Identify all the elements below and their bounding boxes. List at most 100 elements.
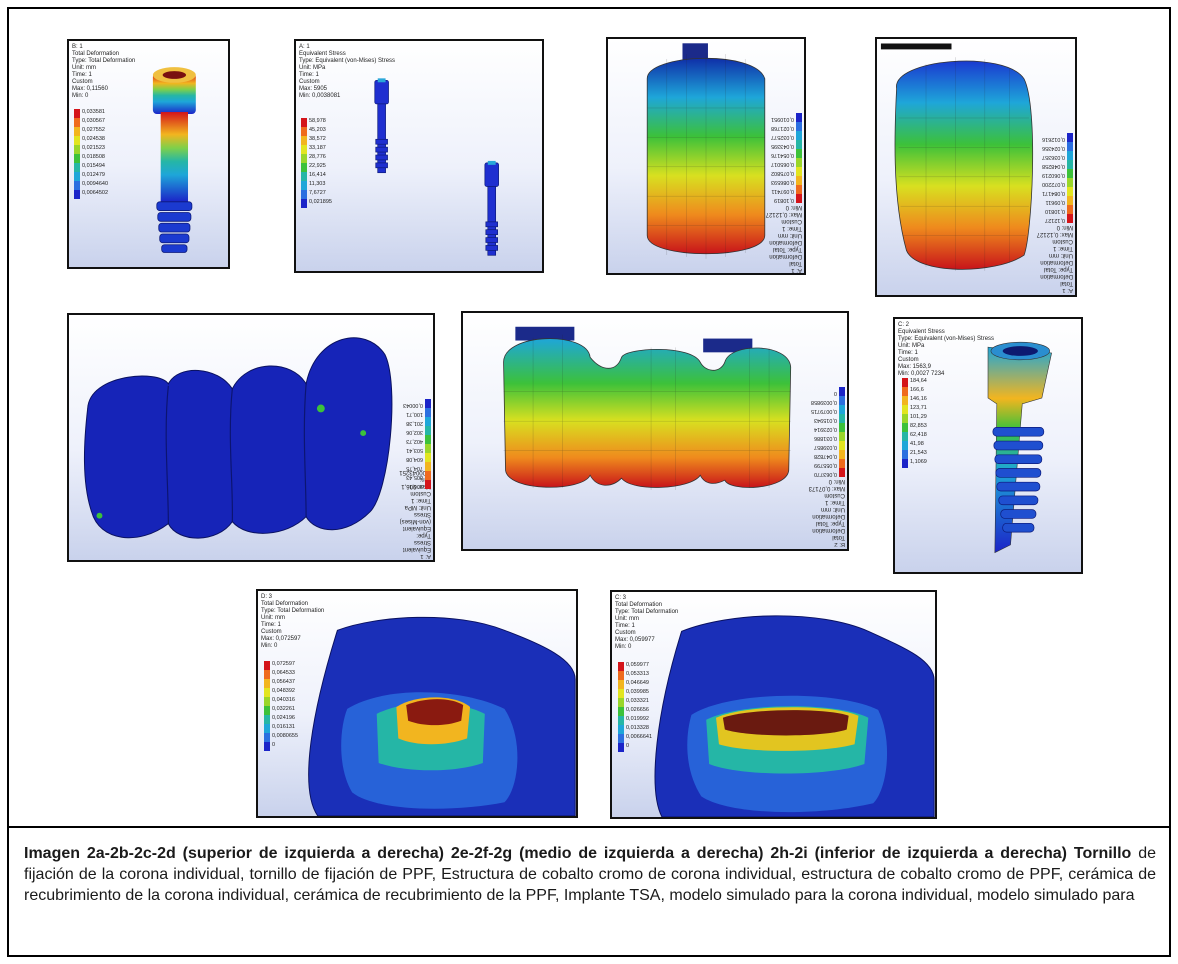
legend-value: 0,0066641 bbox=[626, 734, 652, 740]
panel-info-text: D: 3 Total Deformation Type: Total Defor… bbox=[261, 594, 325, 649]
color-legend: 58,978 45,203 38,572 33,187 28,776 22,925 16,4… bbox=[301, 118, 332, 208]
legend-value: 0,055799 bbox=[814, 462, 837, 468]
legend-swatch bbox=[1067, 151, 1073, 160]
legend-swatch bbox=[839, 441, 845, 450]
legend-value: 11,303 bbox=[309, 181, 326, 187]
legend-swatch bbox=[839, 423, 845, 432]
panel-2b-screw-stress: A: 1 Equivalent Stress Type: Equivalent … bbox=[294, 39, 544, 273]
legend-swatch bbox=[1067, 142, 1073, 151]
jaw-model-single-crown-image bbox=[308, 616, 576, 816]
legend-swatch bbox=[264, 670, 270, 679]
legend-swatch bbox=[425, 408, 431, 417]
panel-2e-ppf-ceramic-stress: A: 1 Equivalent Stress Type: Equivalent … bbox=[67, 313, 435, 562]
legend-swatch bbox=[796, 167, 802, 176]
legend-swatch bbox=[796, 185, 802, 194]
legend-swatch bbox=[902, 459, 908, 468]
legend-swatch bbox=[1067, 205, 1073, 214]
implant-model-image bbox=[987, 341, 1052, 554]
legend-value: 33,187 bbox=[309, 145, 326, 151]
legend-swatch bbox=[264, 706, 270, 715]
legend-value: 0,048258 bbox=[1042, 163, 1065, 169]
legend-swatch bbox=[796, 158, 802, 167]
legend-swatch bbox=[796, 131, 802, 140]
legend-value: 101,29 bbox=[910, 414, 927, 420]
legend-swatch bbox=[425, 399, 431, 408]
color-legend: 184,64 166,6 146,16 123,71 101,29 82,853 62,41… bbox=[902, 378, 927, 468]
legend-value: 146,16 bbox=[910, 396, 927, 402]
rotated-annotation: A: 1 Equivalent Stress Type: Equivalent … bbox=[389, 395, 433, 560]
legend-value: 0,019992 bbox=[626, 716, 649, 722]
color-legend: 0,12127 0,10810 0,09611 0,084171 0,072200 0,0… bbox=[1042, 133, 1073, 223]
legend-swatch bbox=[618, 671, 624, 680]
legend-value: 0,040316 bbox=[272, 697, 295, 703]
legend-value: 805,43 bbox=[406, 474, 423, 480]
legend-swatch bbox=[74, 190, 80, 199]
crown-deformation-model-image bbox=[880, 43, 1034, 271]
legend-value: 0,036357 bbox=[1042, 154, 1065, 160]
legend-value: 0,072597 bbox=[272, 661, 295, 667]
legend-value: 0,063770 bbox=[814, 471, 837, 477]
legend-swatch bbox=[839, 450, 845, 459]
legend-value: 0,021895 bbox=[309, 199, 332, 205]
legend-value: 0,043395 bbox=[771, 143, 794, 149]
legend-swatch bbox=[839, 396, 845, 405]
legend-value: 0,056437 bbox=[272, 679, 295, 685]
legend-value: 0,075802 bbox=[771, 170, 794, 176]
legend-swatch bbox=[74, 163, 80, 172]
legend-value: 38,572 bbox=[309, 136, 326, 142]
legend-swatch bbox=[796, 176, 802, 185]
legend-value: 0,059977 bbox=[626, 662, 649, 668]
legend-value: 0,033581 bbox=[82, 109, 105, 115]
legend-value: 0,013328 bbox=[626, 725, 649, 731]
legend-value: 302,06 bbox=[406, 429, 423, 435]
legend-value: 0,015494 bbox=[82, 163, 105, 169]
legend-value: 0,10819 bbox=[774, 197, 794, 203]
legend-swatch bbox=[74, 172, 80, 181]
legend-swatch bbox=[74, 181, 80, 190]
legend-swatch bbox=[1067, 187, 1073, 196]
legend-value: 22,925 bbox=[309, 163, 326, 169]
legend-swatch bbox=[618, 680, 624, 689]
legend-value: 0,018508 bbox=[82, 154, 105, 160]
legend-value: 0,010951 bbox=[771, 116, 794, 122]
legend-value: 21,543 bbox=[910, 450, 927, 456]
legend-value: 0,032577 bbox=[771, 134, 794, 140]
rotated-annotation: B: 2 Total Deformation Type: Total Defor… bbox=[803, 383, 847, 549]
panel-2h-simulated-single-crown: D: 3 Total Deformation Type: Total Defor… bbox=[256, 589, 578, 818]
legend-value: 45,203 bbox=[309, 127, 326, 133]
legend-swatch bbox=[74, 154, 80, 163]
legend-swatch bbox=[902, 423, 908, 432]
panel-info-text: A: 1 Equivalent Stress Type: Equivalent … bbox=[299, 44, 396, 99]
legend-value: 0,12127 bbox=[1045, 217, 1065, 223]
legend-value: 1,1069 bbox=[910, 459, 927, 465]
legend-swatch bbox=[796, 140, 802, 149]
legend-value: 604,08 bbox=[406, 456, 423, 462]
legend-swatch bbox=[1067, 133, 1073, 142]
legend-swatch bbox=[839, 414, 845, 423]
legend-swatch bbox=[618, 698, 624, 707]
color-legend: 0,059977 0,053313 0,046649 0,039985 0,033321… bbox=[618, 662, 652, 752]
panel-info-text: A: 1 Total Deformation Type: Total Defor… bbox=[1036, 224, 1073, 293]
legend-swatch bbox=[74, 109, 80, 118]
legend-swatch bbox=[839, 387, 845, 396]
legend-value: 0,10810 bbox=[1045, 208, 1065, 214]
legend-value: 402,73 bbox=[406, 438, 423, 444]
legend-swatch bbox=[1067, 214, 1073, 223]
legend-value: 0,097411 bbox=[771, 188, 794, 194]
legend-swatch bbox=[74, 136, 80, 145]
legend-value: 184,64 bbox=[910, 378, 927, 384]
legend-swatch bbox=[425, 435, 431, 444]
legend-value: 28,776 bbox=[309, 154, 326, 160]
legend-value: 0,026656 bbox=[626, 707, 649, 713]
screw-pair-model-image bbox=[374, 78, 499, 256]
legend-value: 0,012616 bbox=[1042, 136, 1065, 142]
legend-swatch bbox=[425, 417, 431, 426]
panel-2a-screw-deformation: B: 1 Total Deformation Type: Total Defor… bbox=[67, 39, 230, 269]
rotated-annotation: A: 1 Total Deformation Type: Total Defor… bbox=[758, 109, 804, 273]
figure-frame bbox=[7, 7, 1171, 957]
legend-value: 7,6727 bbox=[309, 190, 326, 196]
legend-swatch bbox=[301, 154, 307, 163]
legend-value: 0,0094640 bbox=[82, 181, 108, 187]
legend-swatch bbox=[902, 414, 908, 423]
ppf-deformation-model-image bbox=[503, 326, 792, 490]
